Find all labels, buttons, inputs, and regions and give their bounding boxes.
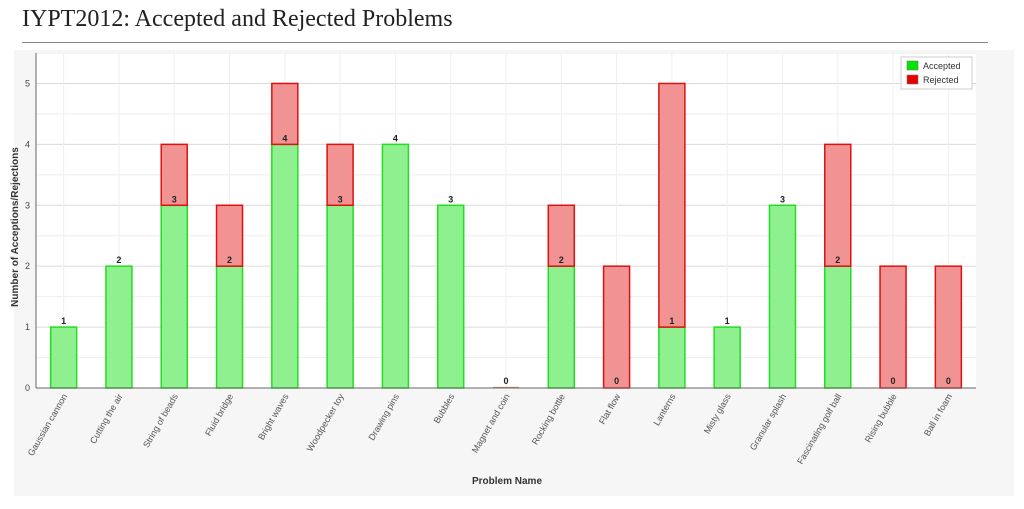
bar-rejected [160,143,188,207]
y-tick-label: 3 [25,200,30,210]
bar-accepted [768,204,797,389]
data-label: 2 [116,255,121,265]
y-tick-label: 2 [25,261,30,271]
bar-rejected [547,204,576,267]
x-tick-label: Bubbles [432,392,457,426]
y-axis-title: Number of Acceptions/Rejections [10,147,21,307]
data-label: 4 [282,133,287,143]
x-tick-label: Ball in foam [922,392,954,438]
data-label: 3 [338,194,343,204]
bar-rejected [824,143,852,267]
x-tick-label: Cutting the air [88,392,125,446]
data-label: 1 [61,316,66,326]
bar-accepted [381,143,410,389]
x-tick-label: Magnet and coin [470,392,512,455]
data-label: 2 [835,255,840,265]
bar-accepted [49,326,78,389]
legend-label-accepted: Accepted [923,61,961,71]
bar-accepted [326,204,354,389]
data-label: 2 [559,255,564,265]
bar-accepted [436,204,465,389]
page-title: IYPT2012: Accepted and Rejected Problems [22,6,453,32]
data-label: 0 [614,376,619,386]
data-label: 1 [725,316,730,326]
bar-accepted [713,326,741,389]
x-tick-label: Bright waves [256,392,291,442]
data-label: 3 [448,194,453,204]
bars [49,82,963,389]
data-label: 4 [393,133,398,143]
x-tick-labels: Gaussian cannon Cutting the air String of … [26,392,954,466]
x-tick-label: Gaussian cannon [26,392,70,458]
data-label: 3 [172,194,177,204]
x-tick-label: Rising bubble [863,392,899,444]
y-tick-label: 4 [25,139,30,149]
y-tick-label: 5 [25,78,30,88]
x-tick-label: String of beads [141,392,180,450]
x-tick-label: Misty glass [702,392,733,436]
bar-rejected [879,265,907,389]
x-tick-label: Fascinating golf ball [795,392,843,466]
bar-rejected [215,204,244,267]
legend-swatch-rejected [906,74,919,85]
y-tick-label: 1 [25,322,30,332]
x-tick-label: Lanterns [651,392,677,428]
title-divider [22,42,988,43]
bar-accepted [215,265,244,389]
data-label: 3 [780,194,785,204]
bar-accepted [547,265,576,389]
bar-rejected [934,265,963,389]
bar-rejected [326,143,354,207]
bar-accepted [105,265,133,389]
x-tick-label: Drawing pins [366,392,401,442]
data-label: 0 [891,376,896,386]
legend: Accepted Rejected [900,56,973,90]
x-axis-title: Problem Name [472,476,542,487]
data-label: 2 [227,255,232,265]
x-tick-label: Woodpecker toy [305,392,346,454]
legend-swatch-accepted [906,60,919,71]
y-tick-label: 0 [25,383,30,393]
x-tick-label: Fluid bridge [203,392,235,438]
bar-accepted [271,143,299,389]
bar-accepted [160,204,188,389]
data-labels: 1 2 3 2 4 3 4 3 0 2 0 1 1 3 2 0 0 [61,133,951,386]
grid-lines [36,52,976,389]
data-label: 0 [503,376,508,386]
bar-accepted [824,265,852,389]
y-tick-labels: 0 1 2 3 4 5 [25,78,30,393]
bar-rejected [271,82,299,146]
data-label: 1 [669,316,674,326]
data-label: 0 [946,376,951,386]
legend-label-rejected: Rejected [923,75,959,85]
x-tick-label: Flat flow [597,392,623,426]
x-tick-label: Rocking bottle [530,392,567,446]
bar-rejected [602,265,631,389]
axes [35,53,976,389]
x-tick-label: Granular splash [748,392,788,452]
bar-accepted [658,326,686,389]
bar-rejected [658,82,686,328]
